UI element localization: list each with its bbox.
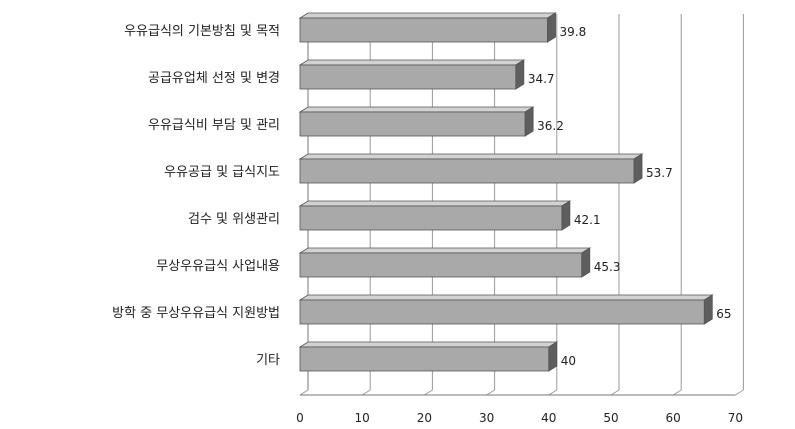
bar (299, 17, 548, 43)
bar-end-face (581, 247, 591, 278)
bar-end-face (633, 153, 643, 184)
category-label: 우유공급 및 급식지도 (164, 165, 280, 180)
bar (299, 158, 635, 184)
data-label: 40 (561, 354, 576, 368)
bar (299, 64, 517, 90)
gridline-floor (424, 389, 433, 396)
bar-top-face (298, 200, 572, 207)
category-label: 기타 (256, 353, 280, 368)
x-tick-label: 50 (603, 411, 618, 425)
category-label: 방학 중 무상우유급식 지원방법 (112, 306, 280, 321)
data-label: 42.1 (574, 213, 601, 227)
x-tick-label: 40 (541, 411, 556, 425)
bar (299, 252, 583, 278)
gridline-floor (548, 389, 558, 396)
x-tick-label: 30 (479, 411, 494, 425)
category-label: 우유급식비 부담 및 관리 (148, 118, 280, 133)
bar-top-face (298, 106, 535, 113)
data-label: 39.8 (560, 25, 587, 39)
category-label: 무상우유급식 사업내용 (156, 259, 280, 274)
gridline-floor (486, 389, 495, 396)
bar-top-face (298, 341, 559, 348)
x-tick-label: 10 (355, 411, 370, 425)
gridline-floor (299, 389, 309, 396)
bar-top-face (298, 294, 714, 301)
bar-end-face (703, 294, 713, 325)
bar-end-face (515, 59, 525, 90)
bar-layer (298, 12, 714, 372)
category-label: 검수 및 위생관리 (188, 212, 280, 227)
data-label: 34.7 (528, 72, 555, 86)
x-tick-label: 20 (417, 411, 432, 425)
bar-top-face (298, 153, 644, 160)
category-label: 우유급식의 기본방침 및 목적 (124, 24, 280, 39)
bar-top-face (298, 247, 592, 254)
gridline-floor (735, 389, 744, 396)
bar-top-face (298, 59, 526, 66)
data-label: 45.3 (594, 260, 621, 274)
x-tick-label: 70 (728, 411, 743, 425)
x-tick-label: 0 (296, 411, 304, 425)
bar-end-face (548, 341, 558, 372)
bar-end-face (547, 12, 556, 43)
data-label: 65 (716, 307, 731, 321)
bar (299, 111, 526, 137)
data-label: 36.2 (537, 119, 564, 133)
bar (299, 205, 563, 231)
bar-end-face (524, 106, 534, 137)
bar (299, 299, 705, 325)
bar (299, 346, 550, 372)
category-label: 공급유업체 선정 및 변경 (148, 71, 280, 86)
gridline-floor (610, 389, 620, 396)
bar-top-face (298, 12, 557, 19)
gridline-floor (361, 389, 371, 396)
label-layer: 0 10 20 30 40 50 60 70 우유급식의 기본방침 및 목적 39.8 공급유업체 … (112, 24, 743, 425)
gridline-floor (672, 389, 682, 396)
bar-end-face (561, 200, 571, 231)
data-label: 53.7 (646, 166, 673, 180)
x-tick-label: 60 (666, 411, 681, 425)
